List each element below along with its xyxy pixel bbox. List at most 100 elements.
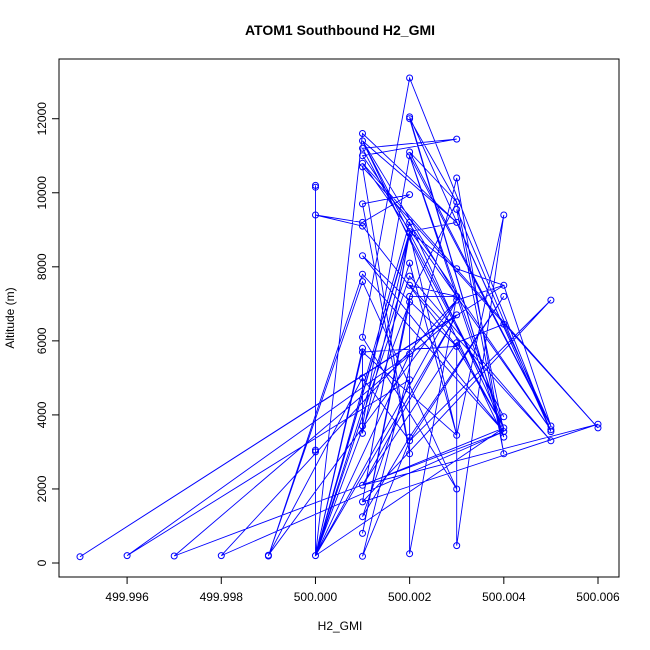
data-point	[359, 348, 366, 356]
data-point	[500, 413, 508, 421]
data-point	[359, 252, 366, 260]
data-point	[359, 218, 366, 226]
data-point	[359, 498, 366, 506]
data-point	[406, 148, 414, 156]
data-point	[312, 183, 319, 191]
data-point	[406, 230, 414, 237]
data-point	[406, 228, 414, 236]
y-tick-label: 6000	[35, 327, 49, 354]
data-point	[359, 278, 366, 286]
x-tick-label: 500.002	[388, 590, 432, 604]
data-point	[406, 350, 414, 358]
data-point	[359, 152, 366, 160]
y-tick-label: 2000	[35, 475, 49, 502]
data-point	[406, 281, 414, 289]
data-point	[406, 450, 414, 458]
data-point	[217, 552, 225, 560]
data-point	[359, 481, 366, 489]
y-tick-label: 8000	[35, 253, 49, 280]
data-point	[359, 333, 366, 341]
data-point	[453, 296, 461, 304]
data-point	[453, 218, 461, 226]
data-point	[359, 429, 366, 437]
data-point	[547, 296, 555, 304]
data-point	[359, 270, 366, 278]
data-point	[500, 433, 508, 441]
data-point	[500, 292, 508, 300]
data-point	[406, 115, 414, 123]
y-tick-label: 0	[35, 559, 49, 566]
series-points	[76, 74, 602, 561]
x-axis: 499.996 499.998 500.000 500.002 500.004 500.0…	[105, 577, 620, 604]
y-tick-label: 4000	[35, 401, 49, 428]
data-point	[359, 552, 366, 560]
x-axis-label: H2_GMI	[318, 619, 363, 633]
data-point	[406, 376, 414, 384]
data-point	[406, 191, 414, 199]
data-point	[453, 342, 461, 350]
data-point	[76, 553, 84, 561]
series-lines	[79, 76, 599, 558]
data-point	[453, 431, 461, 439]
data-point	[312, 211, 319, 219]
data-point	[359, 137, 366, 145]
data-point	[123, 552, 131, 560]
data-point	[312, 448, 319, 456]
data-point	[453, 339, 461, 347]
data-point	[547, 428, 555, 436]
data-point	[406, 218, 414, 226]
data-point	[359, 222, 366, 230]
data-point	[453, 205, 461, 213]
x-tick-label: 500.006	[576, 590, 620, 604]
data-point	[453, 174, 461, 182]
data-point	[500, 424, 508, 432]
data-point	[264, 552, 272, 560]
data-point	[359, 144, 366, 152]
data-point	[594, 420, 602, 428]
data-point	[359, 529, 366, 537]
data-point	[359, 374, 366, 382]
data-point	[547, 426, 555, 434]
data-point	[453, 485, 461, 493]
x-tick-label: 499.998	[200, 590, 244, 604]
y-axis: 0 2000 4000 6000 8000 10000 12000	[35, 102, 59, 566]
y-tick-label: 10000	[35, 176, 49, 210]
data-point	[500, 320, 508, 328]
data-point	[406, 437, 414, 445]
data-point	[359, 130, 366, 137]
y-axis-label: Altitude (m)	[3, 287, 17, 348]
data-point	[453, 542, 461, 550]
data-point	[453, 311, 461, 319]
data-point	[406, 298, 414, 306]
x-tick-label: 500.000	[294, 590, 338, 604]
data-point	[453, 265, 461, 273]
y-tick-label: 12000	[35, 102, 49, 136]
data-point	[594, 424, 602, 432]
data-point	[359, 513, 366, 521]
data-point	[453, 292, 461, 300]
x-tick-label: 499.996	[105, 590, 149, 604]
data-point	[406, 272, 414, 280]
series-line	[79, 76, 599, 558]
data-point	[359, 159, 366, 167]
data-point	[406, 550, 414, 558]
data-point	[500, 450, 508, 458]
x-tick-label: 500.004	[482, 590, 526, 604]
data-point	[453, 198, 461, 206]
data-point	[170, 552, 178, 560]
data-point	[406, 259, 414, 267]
data-point	[359, 344, 366, 352]
data-point	[406, 152, 414, 160]
plot-frame	[58, 58, 620, 578]
data-point	[359, 200, 366, 208]
data-point	[312, 552, 319, 560]
data-point	[359, 163, 366, 171]
data-point	[406, 433, 414, 441]
chart-title: ATOM1 Southbound H2_GMI	[245, 22, 435, 38]
data-point	[547, 437, 555, 445]
data-point	[453, 135, 461, 143]
data-point	[500, 281, 508, 289]
data-point	[500, 211, 508, 219]
data-point	[406, 74, 414, 82]
